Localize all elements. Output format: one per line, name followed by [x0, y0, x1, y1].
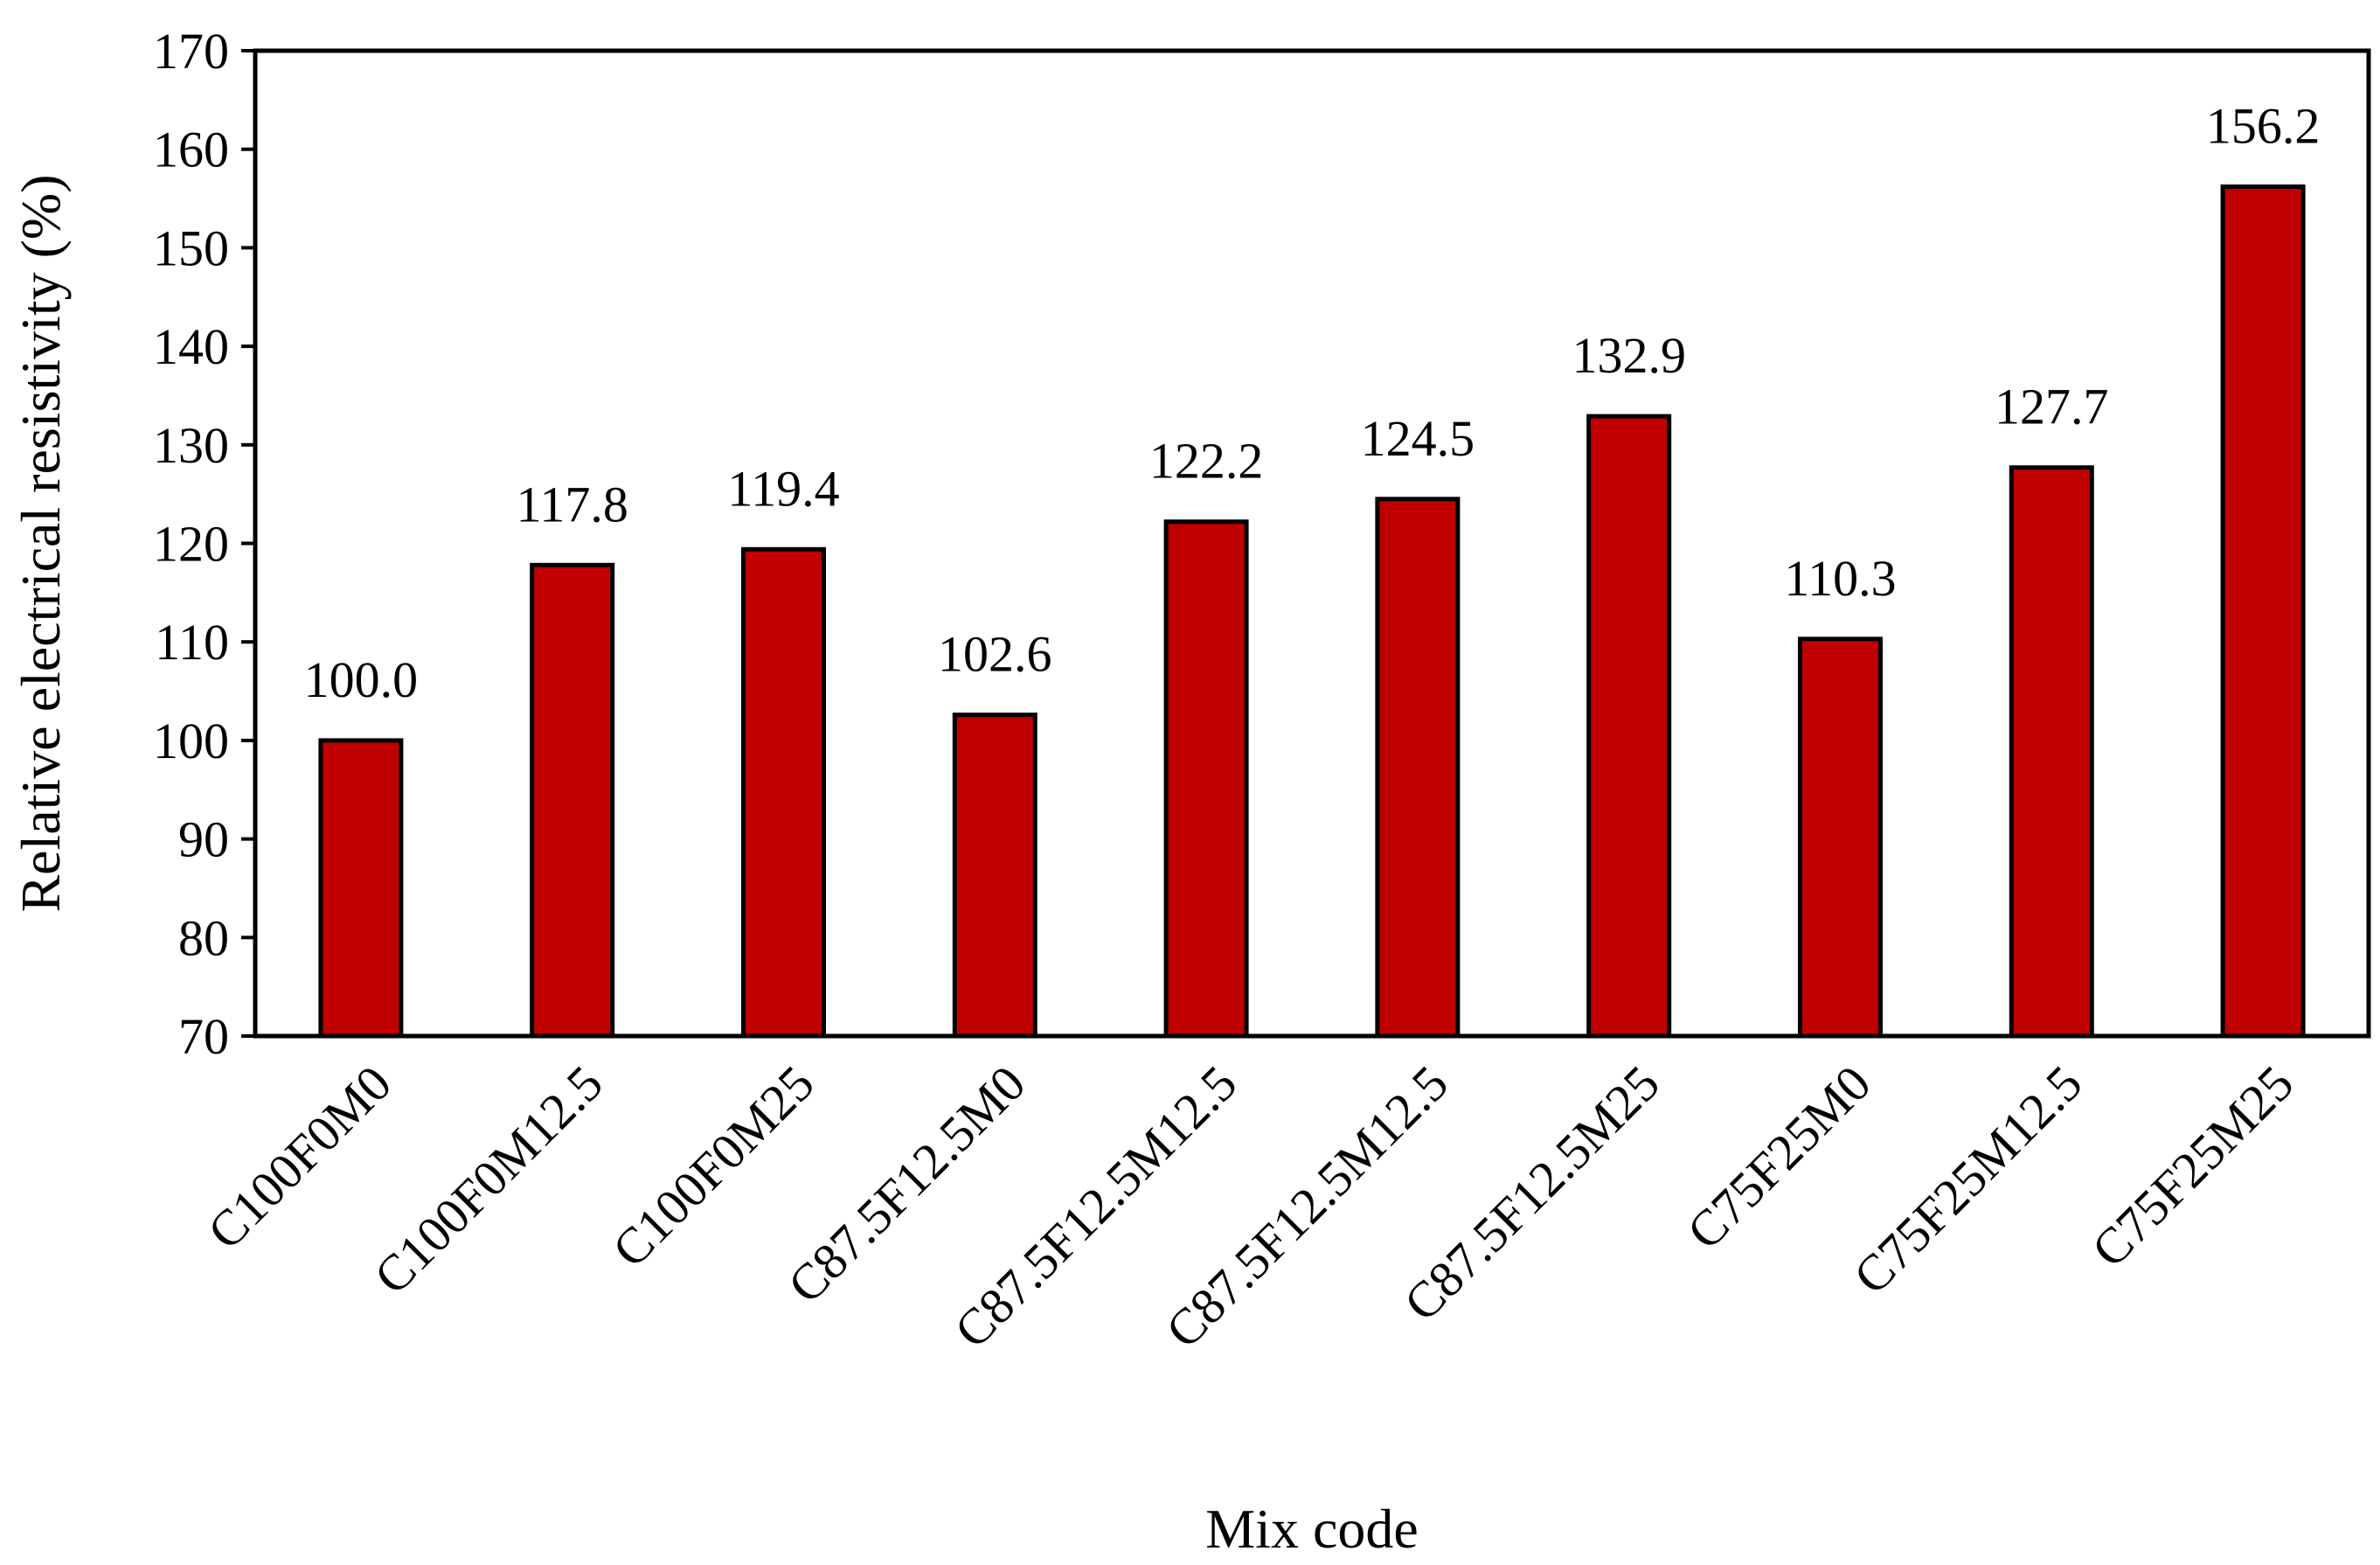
data-label: 117.8 [517, 476, 628, 532]
data-label: 110.3 [1784, 550, 1896, 607]
data-label: 122.2 [1149, 433, 1264, 490]
x-tick-label: C75F25M12.5 [1842, 1054, 2092, 1304]
x-tick-label: C75F25M25 [2081, 1054, 2305, 1278]
data-label: 132.9 [1572, 327, 1686, 384]
x-tick-label: C100F0M25 [601, 1054, 825, 1278]
bar [1375, 497, 1461, 1039]
x-axis-title: Mix code [1205, 1498, 1419, 1560]
y-tick-label: 150 [153, 219, 229, 276]
x-tick-label: C75F25M0 [1676, 1054, 1882, 1260]
y-tick-label: 160 [153, 122, 229, 178]
x-tick-label: C100F0M0 [197, 1054, 402, 1260]
bars-layer [318, 184, 2306, 1039]
bar [952, 713, 1037, 1039]
y-tick-label: 90 [178, 811, 229, 868]
y-tick-label: 70 [178, 1008, 229, 1065]
bar [318, 738, 404, 1039]
y-axis: 70 80 90 100 110 120 130 140 150 160 170 [153, 23, 255, 1065]
bar [1163, 519, 1249, 1039]
bar [741, 546, 826, 1039]
y-tick-label: 100 [153, 713, 229, 769]
bar [1798, 636, 1883, 1039]
data-label: 102.6 [938, 626, 1052, 683]
y-tick-label: 170 [153, 23, 229, 80]
y-tick-label: 120 [153, 516, 229, 573]
x-tick-label: C100F0M12.5 [364, 1054, 614, 1304]
y-tick-label: 110 [155, 614, 229, 671]
data-label: 124.5 [1361, 410, 1475, 467]
y-tick-label: 80 [178, 909, 229, 966]
x-axis: C100F0M0C100F0M12.5C100F0M25C87.5F12.5M0… [197, 1054, 2304, 1359]
bar [1586, 414, 1672, 1039]
y-tick-label: 140 [153, 318, 229, 375]
bar [530, 562, 615, 1039]
bar [2220, 184, 2306, 1039]
bar [2009, 465, 2094, 1039]
data-label: 127.7 [1995, 379, 2109, 435]
data-labels: 100.0 117.8 119.4 102.6 122.2 124.5 132.9 110.3… [304, 98, 2321, 708]
data-label: 100.0 [304, 651, 419, 708]
data-label: 156.2 [2206, 98, 2321, 155]
y-axis-title: Relative electrical resistivity (%) [10, 174, 72, 912]
y-tick-label: 130 [153, 417, 229, 474]
data-label: 119.4 [727, 460, 839, 517]
